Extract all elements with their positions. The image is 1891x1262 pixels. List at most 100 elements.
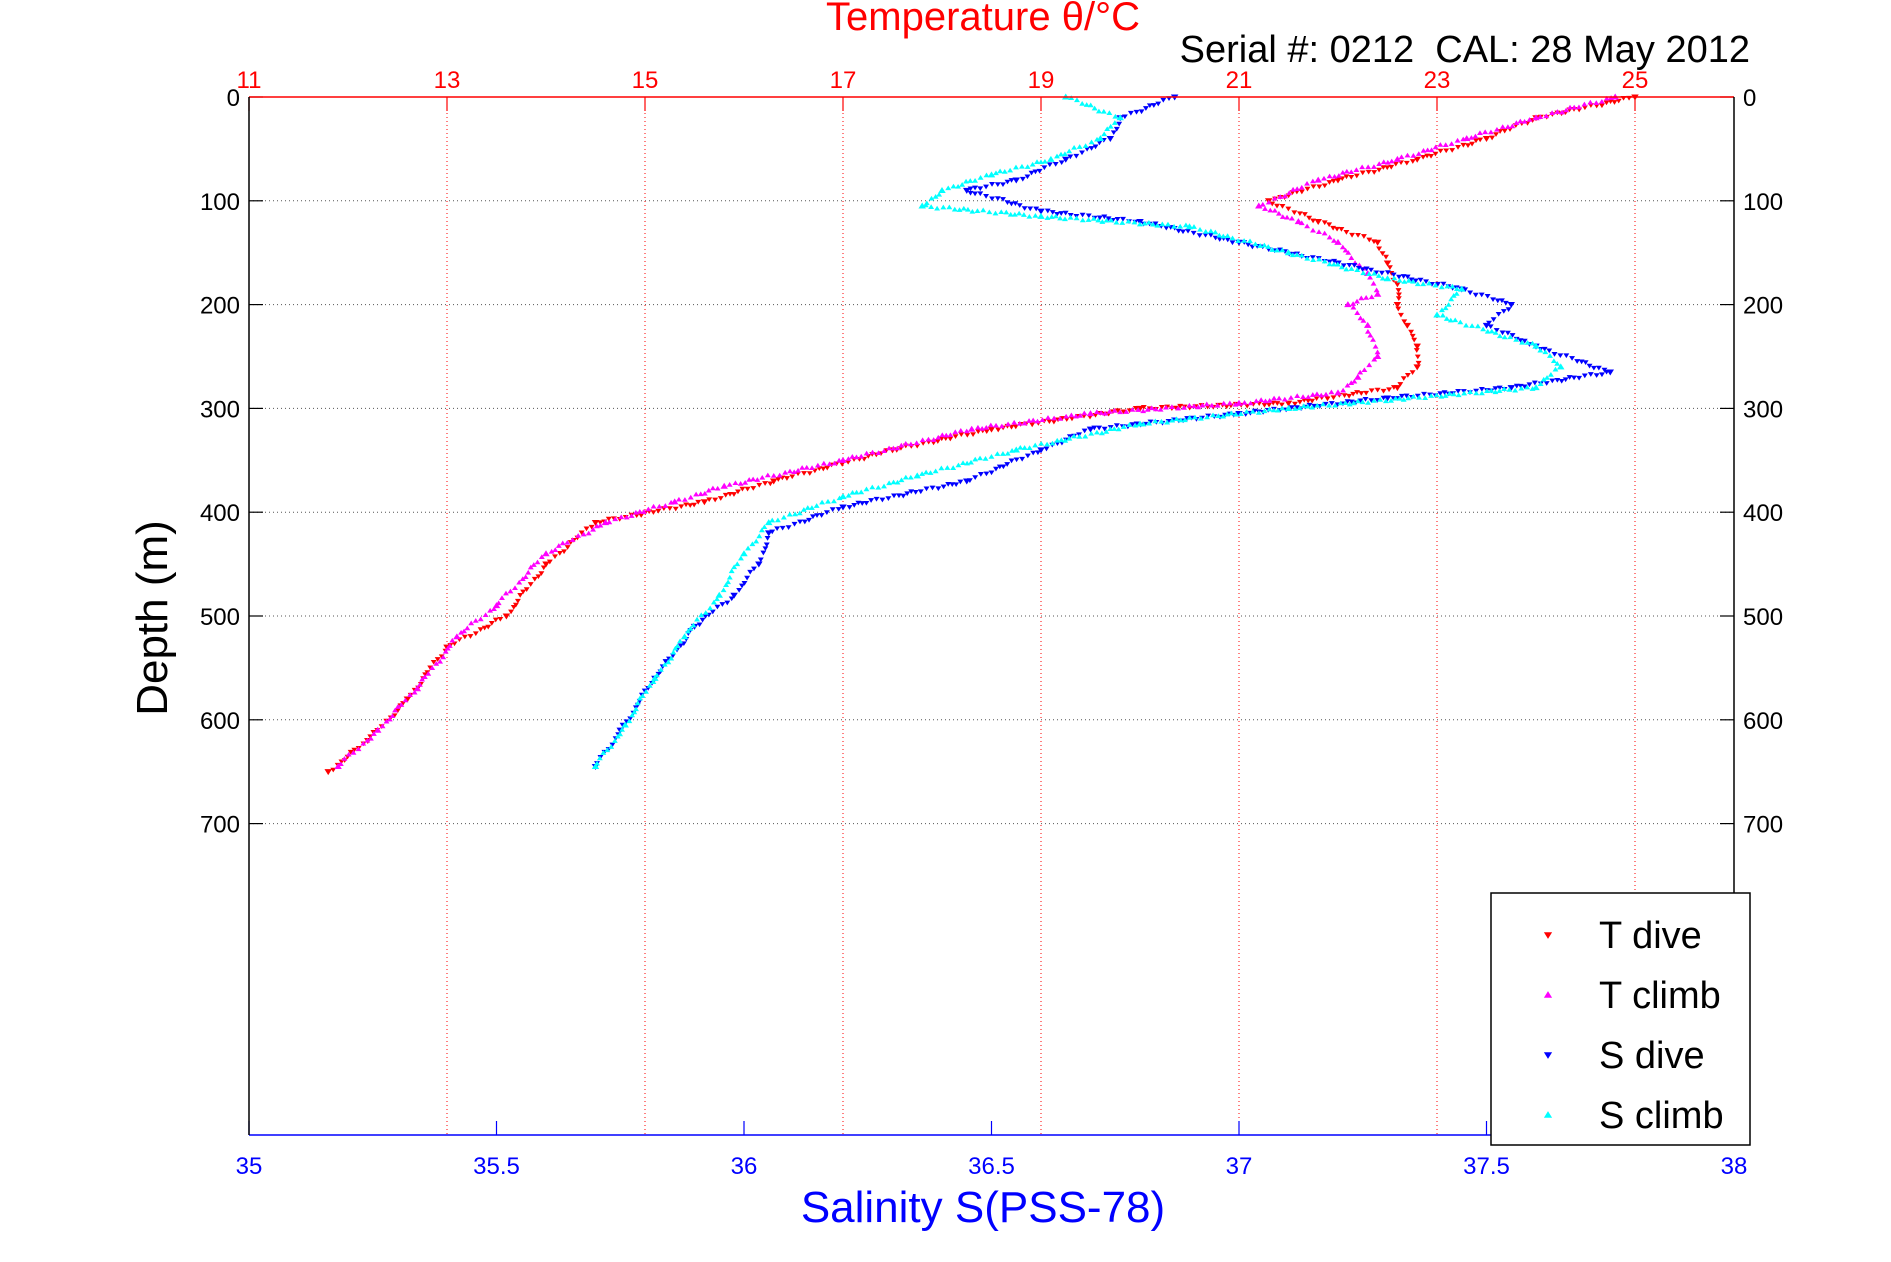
profile-marker — [1119, 220, 1126, 225]
profile-marker — [714, 604, 721, 610]
profile-marker — [879, 497, 886, 503]
profile-marker — [1388, 397, 1395, 403]
profile-marker — [1020, 212, 1027, 217]
profile-marker — [770, 473, 777, 478]
profile-marker — [360, 740, 367, 746]
profile-marker — [1468, 135, 1475, 140]
profile-marker — [1304, 403, 1311, 409]
profile-marker — [1132, 422, 1139, 428]
profile-marker — [1121, 114, 1128, 120]
data-point — [502, 613, 511, 620]
profile-marker — [1501, 334, 1508, 340]
profile-marker — [1058, 160, 1065, 166]
profile-marker — [1304, 186, 1311, 192]
profile-marker — [597, 522, 604, 528]
profile-marker — [1114, 408, 1121, 414]
profile-marker — [1396, 277, 1403, 283]
profile-marker — [1111, 426, 1118, 431]
profile-marker — [886, 480, 893, 486]
profile-marker — [614, 733, 621, 739]
profile-marker — [1191, 224, 1197, 229]
profile-marker — [1005, 421, 1012, 427]
profile-marker — [907, 441, 914, 447]
salinity-tick-label: 37.5 — [1463, 1153, 1510, 1180]
profile-marker — [1480, 326, 1487, 332]
profile-marker — [1529, 340, 1536, 346]
profile-marker — [379, 723, 386, 729]
profile-marker — [1469, 141, 1476, 147]
profile-marker — [1054, 437, 1061, 443]
profile-marker — [1085, 213, 1092, 219]
profile-marker — [1371, 170, 1378, 175]
profile-marker — [1285, 206, 1292, 212]
profile-marker — [1021, 420, 1028, 426]
profile-marker — [946, 204, 953, 210]
data-point — [1086, 410, 1095, 417]
profile-marker — [1357, 369, 1364, 375]
data-point — [769, 478, 778, 485]
profile-marker — [1344, 399, 1351, 404]
profile-marker — [1473, 138, 1479, 144]
profile-marker — [994, 196, 1001, 202]
profile-marker — [646, 683, 653, 688]
profile-marker — [461, 628, 467, 634]
profile-marker — [890, 479, 897, 485]
profile-marker — [1160, 97, 1167, 103]
profile-marker — [969, 208, 976, 214]
profile-marker — [1368, 398, 1375, 403]
profile-marker — [612, 516, 619, 522]
profile-marker — [1328, 401, 1335, 406]
profile-marker — [1106, 409, 1113, 414]
profile-marker — [1088, 430, 1095, 436]
profile-marker — [779, 525, 786, 531]
profile-marker — [1338, 227, 1345, 232]
profile-marker — [650, 503, 657, 509]
profile-marker — [1326, 234, 1333, 240]
profile-marker — [1567, 104, 1573, 110]
profile-marker — [419, 676, 426, 682]
profile-marker — [1353, 173, 1360, 179]
profile-marker — [1372, 343, 1379, 349]
profile-marker — [1351, 263, 1358, 268]
profile-marker — [1265, 199, 1272, 205]
profile-marker — [1298, 220, 1305, 226]
profile-marker — [1220, 413, 1227, 419]
profile-marker — [1030, 417, 1037, 423]
profile-marker — [527, 582, 534, 587]
profile-marker — [1457, 319, 1464, 325]
profile-marker — [1123, 409, 1130, 414]
profile-marker — [1093, 429, 1100, 435]
profile-marker — [605, 516, 612, 522]
profile-marker — [728, 568, 735, 574]
profile-marker — [1370, 280, 1377, 286]
profile-marker — [714, 485, 721, 491]
profile-marker — [1415, 360, 1422, 366]
profile-marker — [1101, 214, 1108, 220]
profile-marker — [1447, 317, 1454, 323]
profile-marker — [717, 496, 724, 501]
profile-marker — [1547, 353, 1553, 358]
profile-marker — [1051, 415, 1058, 421]
profile-marker — [1335, 173, 1342, 178]
profile-marker — [1499, 124, 1506, 129]
profile-marker — [639, 693, 646, 699]
profile-marker — [656, 503, 663, 509]
profile-marker — [761, 524, 768, 530]
profile-marker — [1377, 397, 1384, 402]
profile-marker — [1586, 363, 1593, 369]
profile-marker — [619, 726, 625, 732]
profile-marker — [1116, 121, 1123, 127]
profile-marker — [1521, 338, 1528, 344]
profile-marker — [1103, 429, 1110, 434]
profile-marker — [481, 625, 488, 631]
profile-marker — [891, 493, 897, 499]
profile-marker — [967, 190, 974, 196]
profile-marker — [1450, 391, 1457, 397]
profile-marker — [1334, 261, 1341, 267]
profile-marker — [747, 569, 754, 575]
profile-marker — [1559, 109, 1565, 115]
profile-marker — [1557, 353, 1564, 359]
profile-marker — [1146, 103, 1153, 109]
salinity-tick-label: 35.5 — [473, 1153, 520, 1180]
profile-marker — [1274, 203, 1280, 209]
